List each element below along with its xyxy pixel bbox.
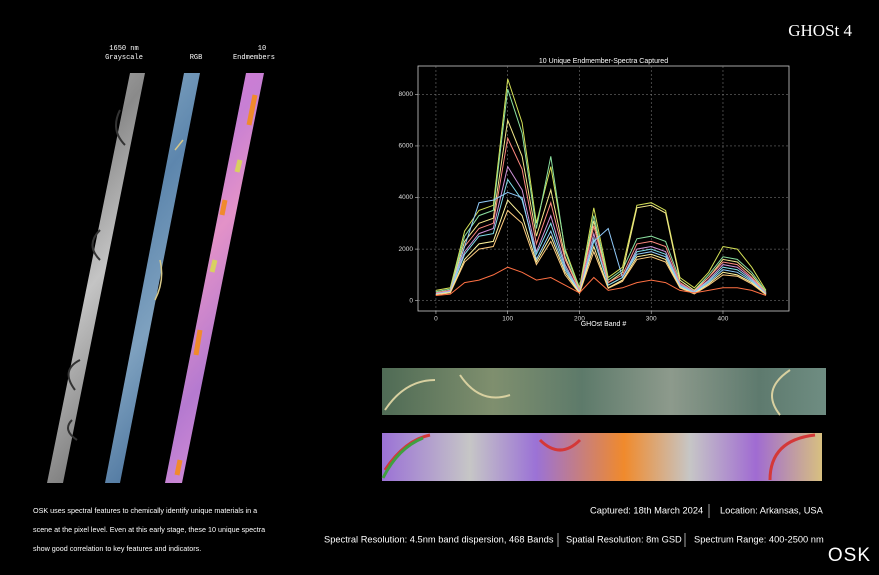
spectrum-line <box>435 89 767 293</box>
grayscale-texture <box>67 109 126 441</box>
description-line: show good correlation to key features an… <box>33 544 201 553</box>
detail: Captured: 18th March 2024 <box>590 505 703 515</box>
y-tick-label: 8000 <box>399 91 414 98</box>
detail: Location: Arkansas, USA <box>720 505 824 515</box>
page-title: GHOSt 4 <box>788 21 852 40</box>
x-axis-label: GHOst Band # <box>581 321 627 328</box>
grayscale-strip <box>47 73 145 483</box>
y-tick-label: 4000 <box>399 194 414 201</box>
description-line: scene at the pixel level. Even at this e… <box>33 525 265 534</box>
x-tick-label: 100 <box>502 316 513 323</box>
strip-label: 10 <box>258 45 266 53</box>
spectrum-line <box>435 199 767 295</box>
y-tick-label: 2000 <box>399 246 414 253</box>
endmember-scene-texture <box>381 436 424 479</box>
spectrum-line <box>435 165 767 294</box>
chart-title: 10 Unique Endmember-Spectra Captured <box>539 58 668 65</box>
strip-label: 1650 nm <box>109 45 138 53</box>
x-tick-label: 300 <box>646 316 657 323</box>
endmember-texture <box>174 94 258 476</box>
rgb-scene-strip <box>382 368 826 415</box>
endmember-scene-strip <box>382 433 822 481</box>
rgb-strip <box>105 73 200 483</box>
description-line: OSK uses spectral features to chemically… <box>33 506 257 515</box>
x-tick-label: 0 <box>434 316 438 323</box>
spectrum-line <box>435 178 767 295</box>
strip-label: RGB <box>190 54 203 62</box>
spectrum-line <box>435 266 767 296</box>
spectrum-line <box>435 136 767 294</box>
x-tick-label: 200 <box>574 316 585 323</box>
spectrum-line <box>435 78 767 291</box>
plot-lines <box>435 78 767 296</box>
endmember-strip <box>165 73 264 483</box>
logo: OSK <box>828 545 871 566</box>
detail: Spatial Resolution: 8m GSD <box>566 534 682 544</box>
spectrum-line <box>435 209 767 296</box>
rgb-scene-texture <box>384 369 791 416</box>
y-tick-label: 0 <box>409 297 413 304</box>
x-tick-label: 400 <box>718 316 729 323</box>
y-tick-label: 6000 <box>399 143 414 150</box>
strip-label: Endmembers <box>233 54 275 62</box>
detail: Spectrum Range: 400-2500 nm <box>694 534 824 544</box>
rgb-texture <box>154 139 184 301</box>
spectrum-line <box>435 191 767 295</box>
detail: Spectral Resolution: 4.5nm band dispersi… <box>324 534 554 544</box>
strip-label: Grayscale <box>105 54 143 62</box>
endmember-texture <box>209 159 243 273</box>
